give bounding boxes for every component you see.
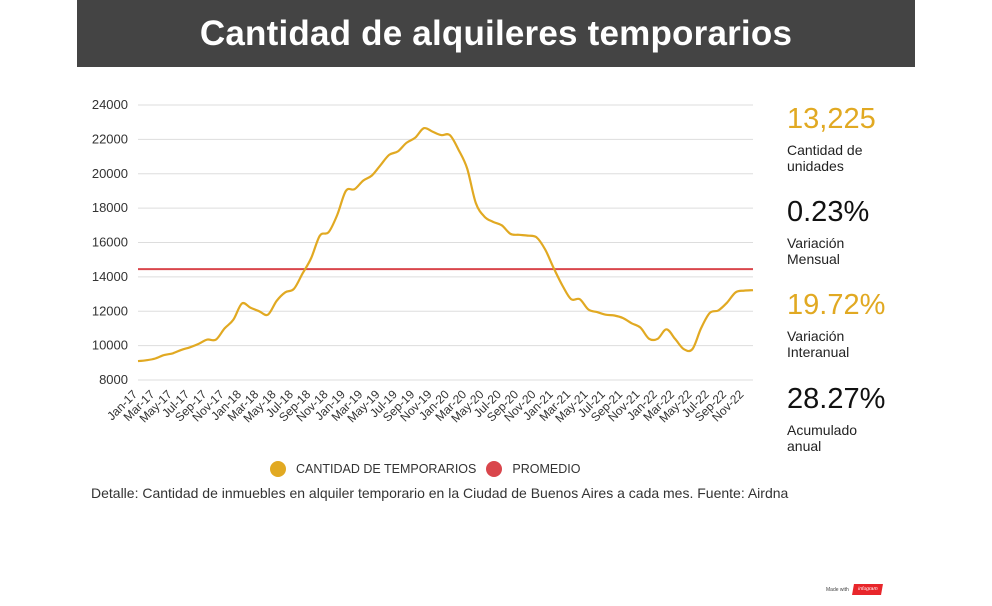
stat-monthly: 0.23% Variación Mensual bbox=[787, 196, 869, 267]
legend-dot-promedio bbox=[486, 461, 503, 477]
chart-title: Cantidad de alquileres temporarios bbox=[199, 13, 793, 53]
legend-label-temporarios: CANTIDAD DE TEMPORARIOS bbox=[296, 462, 477, 476]
legend-dot-temporarios bbox=[270, 461, 286, 477]
y-tick-label: 12000 bbox=[92, 303, 128, 318]
stat-units-label: Cantidad de unidades bbox=[787, 142, 863, 174]
legend-item-promedio[interactable]: PROMEDIO bbox=[486, 461, 580, 477]
stat-monthly-label: Variación Mensual bbox=[787, 235, 845, 267]
y-tick-label: 22000 bbox=[92, 131, 128, 146]
y-tick-label: 8000 bbox=[99, 372, 128, 387]
stat-accumulated-label: Acumulado anual bbox=[787, 422, 858, 454]
y-tick-label: 16000 bbox=[92, 235, 128, 250]
stat-yearly-label: Variación Interanual bbox=[787, 328, 850, 360]
legend-label-promedio: PROMEDIO bbox=[512, 462, 581, 476]
stat-units: 13,225 Cantidad de unidades bbox=[787, 103, 876, 174]
legend-item-temporarios[interactable]: CANTIDAD DE TEMPORARIOS bbox=[270, 461, 476, 477]
stat-accumulated: 28.27% Acumulado anual bbox=[787, 383, 885, 454]
chart-grid bbox=[138, 104, 753, 381]
chart-caption: Detalle: Cantidad de inmuebles en alquil… bbox=[91, 485, 789, 501]
y-tick-label: 14000 bbox=[92, 269, 128, 284]
series-line-temporarios bbox=[137, 126, 754, 363]
made-with-text: Made with bbox=[826, 586, 849, 593]
stat-units-value: 13,225 bbox=[787, 103, 876, 135]
made-with-badge[interactable]: Made with infogram bbox=[826, 584, 884, 595]
title-bar: Cantidad de alquileres temporarios bbox=[77, 0, 915, 67]
stat-yearly-value: 19.72% bbox=[787, 289, 886, 321]
chart-series bbox=[137, 126, 754, 363]
stat-accumulated-value: 28.27% bbox=[787, 383, 886, 415]
y-axis: 8000 10000 12000 14000 16000 18000 20000 22000 2… bbox=[92, 97, 128, 387]
infogram-logo: infogram bbox=[851, 584, 884, 595]
y-tick-label: 10000 bbox=[92, 338, 128, 353]
y-tick-label: 18000 bbox=[92, 200, 128, 215]
chart-legend: CANTIDAD DE TEMPORARIOS PROMEDIO bbox=[270, 461, 590, 477]
stat-monthly-value: 0.23% bbox=[787, 196, 870, 228]
y-tick-label: 24000 bbox=[92, 97, 128, 112]
y-tick-label: 20000 bbox=[92, 166, 128, 181]
stat-yearly: 19.72% Variación Interanual bbox=[787, 289, 885, 360]
x-axis: Jan-17Mar-17May-17Jul-17Sep-17Nov-17Jan-… bbox=[104, 387, 746, 425]
